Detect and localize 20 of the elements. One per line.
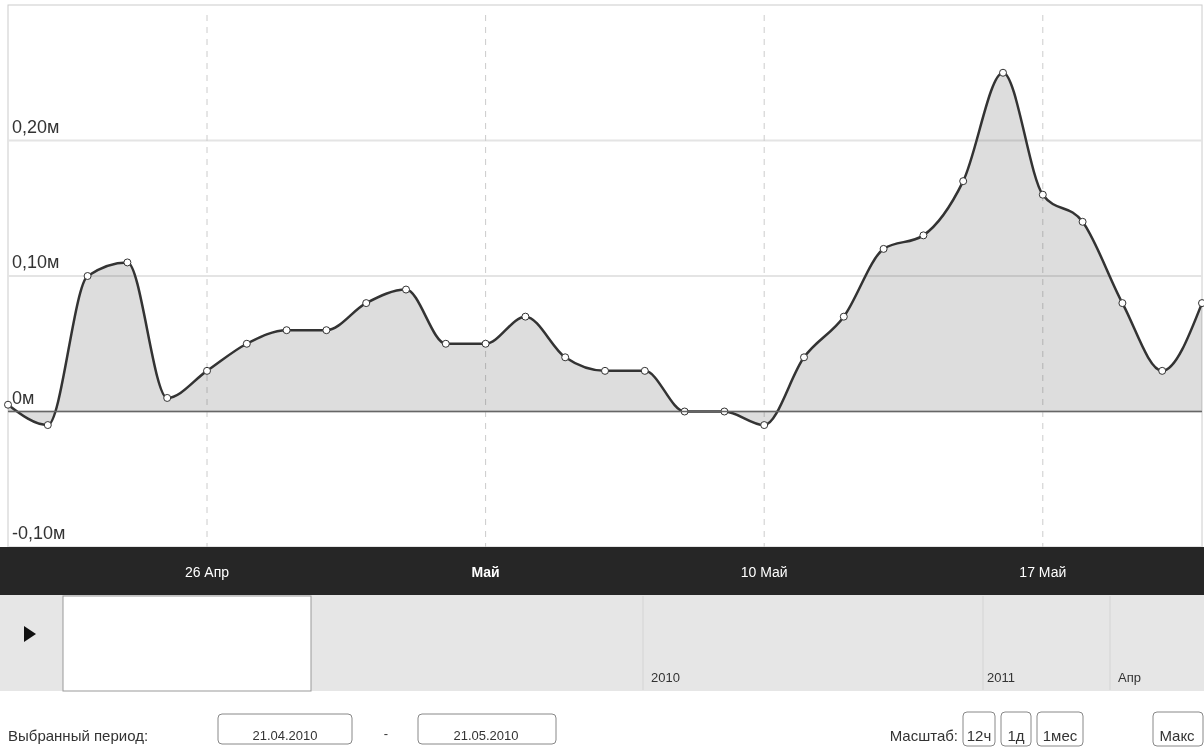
x-tick-label: 10 Май (740, 564, 788, 580)
text: Апр (1118, 670, 1141, 685)
text: 2010 (651, 670, 680, 685)
x-tick-label: Май (471, 564, 500, 580)
y-tick-label: -0,10м (12, 523, 66, 543)
text: Масштаб: (889, 727, 958, 744)
y-tick-label: 0,20м (12, 116, 60, 137)
text: 1мес (1042, 727, 1078, 744)
text: 12ч (966, 727, 992, 744)
text: 1д (1007, 727, 1025, 744)
text: 2011 (987, 670, 1015, 685)
text: 21.05.2010 (453, 728, 519, 743)
x-tick-label: 26 Апр (184, 564, 230, 580)
y-tick-label: 0м (12, 387, 35, 408)
y-tick-label: 0,10м (12, 252, 60, 272)
x-tick-label: 17 Май (1019, 564, 1067, 580)
text: 21.04.2010 (252, 728, 318, 743)
text: - (383, 726, 389, 741)
text: Выбранный период: (8, 727, 149, 744)
text: Макс (1159, 727, 1196, 744)
